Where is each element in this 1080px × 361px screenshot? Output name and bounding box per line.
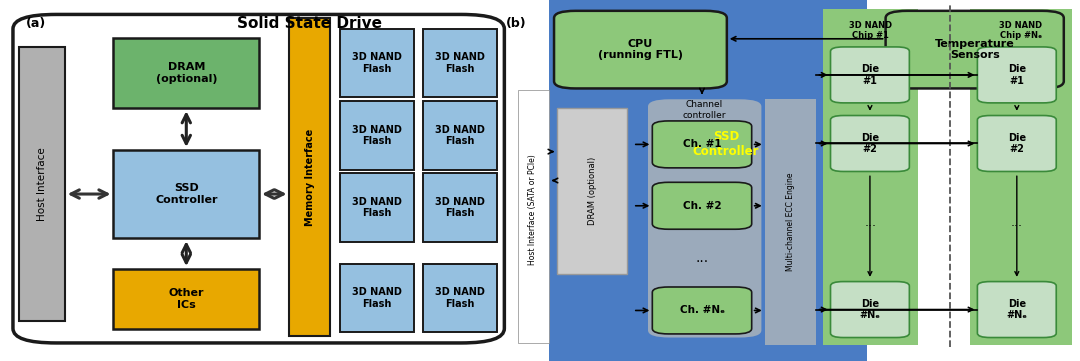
Text: 3D NAND
Flash: 3D NAND Flash [352,125,402,146]
FancyBboxPatch shape [831,282,909,338]
Text: 3D NAND
Chip #1: 3D NAND Chip #1 [849,21,892,40]
Text: Die
#Nₑ: Die #Nₑ [860,299,880,320]
Bar [340,264,414,332]
Text: (b): (b) [505,17,526,30]
Text: DRAM (optional): DRAM (optional) [588,157,597,226]
FancyBboxPatch shape [13,14,504,343]
FancyBboxPatch shape [977,47,1056,103]
Bar [289,18,330,336]
FancyBboxPatch shape [652,182,752,229]
FancyBboxPatch shape [648,99,761,338]
Text: Ch. #2: Ch. #2 [683,201,721,211]
Bar [423,29,497,97]
Text: Channel
controller: Channel controller [683,100,726,120]
Text: Host Interface (SATA or PCIe): Host Interface (SATA or PCIe) [528,154,537,265]
Bar [518,90,549,343]
Text: Temperature
Sensors: Temperature Sensors [935,39,1014,60]
Text: CPU
(running FTL): CPU (running FTL) [598,39,683,60]
Text: Memory Interface: Memory Interface [305,128,315,226]
Bar [340,101,414,170]
Text: ...: ... [696,251,708,265]
Bar [340,173,414,242]
Text: SSD
Controller: SSD Controller [692,130,759,158]
Bar [557,108,627,274]
Text: 3D NAND
Flash: 3D NAND Flash [352,52,402,74]
Bar [113,269,259,329]
Text: Die
#2: Die #2 [1008,133,1026,154]
FancyBboxPatch shape [652,121,752,168]
Text: 3D NAND
Flash: 3D NAND Flash [435,52,485,74]
Bar [423,101,497,170]
Bar [549,0,867,361]
Text: Other
ICs: Other ICs [168,288,204,309]
Bar [19,47,65,321]
FancyBboxPatch shape [977,116,1056,171]
Bar [423,173,497,242]
FancyBboxPatch shape [831,116,909,171]
Bar [765,99,816,345]
Text: (a): (a) [26,17,46,30]
Text: Ch. #1: Ch. #1 [683,139,721,149]
Text: Die
#1: Die #1 [1008,64,1026,86]
FancyBboxPatch shape [977,282,1056,338]
Text: ...: ... [864,216,877,229]
Bar [340,29,414,97]
Text: ...: ... [1010,216,1023,229]
Bar [423,264,497,332]
Bar [823,9,918,345]
Text: 3D NAND
Flash: 3D NAND Flash [352,287,402,309]
Text: 3D NAND
Flash: 3D NAND Flash [352,197,402,218]
Text: Die
#Nₑ: Die #Nₑ [1007,299,1027,320]
Bar [113,38,259,108]
Bar [113,150,259,238]
Text: DRAM
(optional): DRAM (optional) [156,62,217,84]
FancyBboxPatch shape [554,11,727,88]
Text: Die
#1: Die #1 [861,64,879,86]
Text: 3D NAND
Chip #Nₑ: 3D NAND Chip #Nₑ [999,21,1042,40]
Text: Solid State Drive: Solid State Drive [238,16,382,31]
FancyBboxPatch shape [886,11,1064,88]
Text: 3D NAND
Flash: 3D NAND Flash [435,287,485,309]
Text: Multi-channel ECC Engine: Multi-channel ECC Engine [786,173,795,271]
Text: SSD
Controller: SSD Controller [156,183,217,205]
Text: Host Interface: Host Interface [37,147,48,221]
Text: 3D NAND
Flash: 3D NAND Flash [435,125,485,146]
FancyBboxPatch shape [831,47,909,103]
FancyBboxPatch shape [652,287,752,334]
Text: 3D NAND
Flash: 3D NAND Flash [435,197,485,218]
Text: Ch. #Nₑ: Ch. #Nₑ [679,305,725,316]
Bar [970,9,1072,345]
Text: Die
#2: Die #2 [861,133,879,154]
